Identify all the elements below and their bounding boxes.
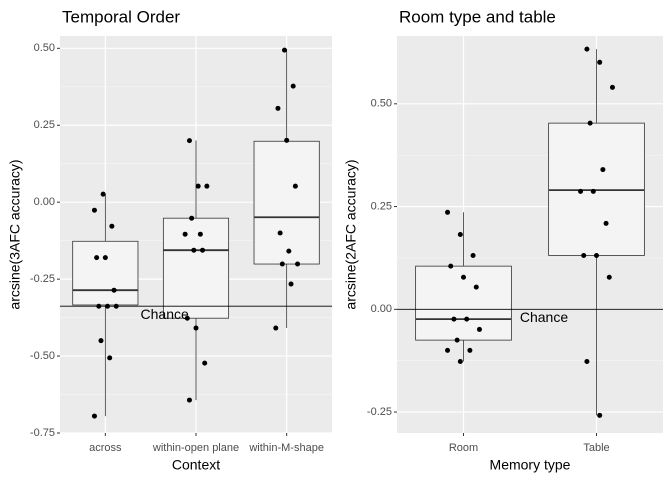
point <box>578 188 584 194</box>
point <box>100 191 106 197</box>
point <box>290 83 296 89</box>
x-tick-label: within-M-shape <box>248 442 324 454</box>
point <box>191 247 197 253</box>
point <box>109 223 115 229</box>
point <box>284 137 290 143</box>
point <box>603 220 609 226</box>
point <box>279 261 285 267</box>
y-tick-label: 0.00 <box>371 303 392 315</box>
point <box>281 47 287 53</box>
point <box>96 303 102 309</box>
y-tick-label: -0.50 <box>30 350 55 362</box>
point <box>195 183 201 189</box>
point <box>464 316 470 322</box>
y-tick-label: 0.25 <box>371 200 392 212</box>
point <box>470 252 476 258</box>
chance-label: Chance <box>520 309 568 325</box>
point <box>473 284 479 290</box>
x-axis-title: Context <box>172 457 220 473</box>
point <box>609 84 615 90</box>
point <box>448 263 454 269</box>
x-tick-label: Room <box>449 442 478 454</box>
point <box>451 316 457 322</box>
point <box>275 105 281 111</box>
point <box>107 355 113 361</box>
panel: -0.25 0.00 0.25 0.50 Room Table Chance Room typ… <box>343 7 663 473</box>
point <box>584 358 590 364</box>
x-tick-label: Table <box>583 442 609 454</box>
box <box>72 240 139 306</box>
y-tick-label: 0.25 <box>34 119 55 131</box>
point <box>193 325 199 331</box>
point <box>445 347 451 353</box>
point <box>286 248 292 254</box>
point <box>288 281 294 287</box>
chart-title: Temporal Order <box>62 7 180 26</box>
point <box>581 252 587 258</box>
point <box>186 397 192 403</box>
y-tick-label: -0.75 <box>30 427 55 439</box>
y-axis-title: arcsine(2AFC accuracy) <box>343 159 359 309</box>
point <box>200 247 206 253</box>
x-axis-title: Memory type <box>490 457 571 473</box>
point <box>457 358 463 364</box>
point <box>184 315 190 321</box>
x-tick-label: across <box>89 442 122 454</box>
point <box>295 261 301 267</box>
point <box>461 274 466 280</box>
point <box>98 338 104 344</box>
point <box>189 215 195 221</box>
y-tick-label: -0.25 <box>367 406 392 418</box>
y-tick-label: -0.25 <box>30 273 55 285</box>
x-tick-label: within-open plane <box>152 442 239 454</box>
point <box>91 413 97 419</box>
point <box>476 326 482 332</box>
point <box>204 183 210 189</box>
box <box>162 217 230 319</box>
point <box>600 167 606 173</box>
point <box>445 209 451 215</box>
point <box>102 255 108 261</box>
point <box>273 325 279 331</box>
y-tick-label: 0.50 <box>371 98 392 110</box>
point <box>606 274 612 280</box>
point <box>113 303 119 309</box>
point <box>590 188 596 194</box>
point <box>111 287 117 293</box>
point <box>277 230 283 236</box>
point <box>197 231 203 237</box>
point <box>91 207 97 213</box>
box <box>253 140 320 265</box>
point <box>467 347 473 353</box>
point <box>594 252 599 258</box>
point <box>584 46 590 52</box>
point <box>597 412 603 418</box>
point <box>457 232 463 237</box>
point <box>182 231 188 237</box>
point <box>587 120 593 126</box>
point <box>202 360 208 366</box>
point <box>292 183 298 189</box>
y-tick-label: 0.50 <box>34 42 55 54</box>
point <box>105 303 111 309</box>
chart-title: Room type and table <box>399 7 556 26</box>
point <box>454 337 460 343</box>
y-tick-label: 0.00 <box>34 196 55 208</box>
y-axis-title: arcsine(3AFC accuracy) <box>7 159 23 309</box>
panel: -0.75 -0.50 -0.25 0.00 0.25 0.50 across within-… <box>7 7 332 473</box>
chance-label: Chance <box>141 306 189 322</box>
point <box>597 59 603 65</box>
point <box>186 138 192 144</box>
point <box>94 255 100 261</box>
